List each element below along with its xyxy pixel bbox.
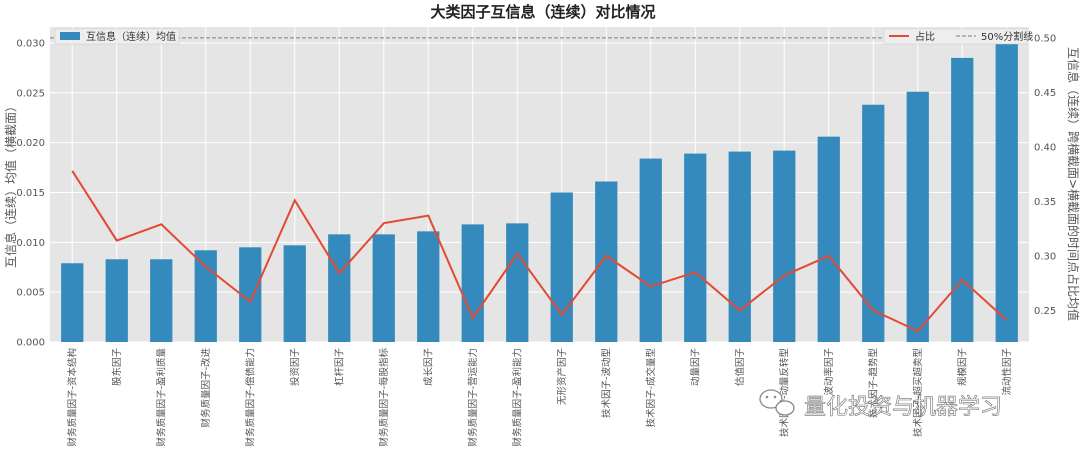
x-tick-label: 估值因子	[734, 348, 746, 387]
bar	[372, 234, 395, 342]
bar	[906, 91, 929, 342]
legend-left: 互信息（连续）均值	[54, 28, 180, 45]
x-tick-label: 杠杆因子	[333, 348, 345, 387]
legend-line-label: 占比	[915, 30, 935, 43]
right-tick-label: 0.50	[1034, 33, 1056, 44]
bar	[105, 259, 128, 342]
bar	[550, 192, 573, 342]
ratio-line	[71, 170, 1008, 333]
left-tick-label: 0.030	[16, 38, 45, 49]
left-tick-label: 0.010	[16, 238, 45, 249]
right-tick-label: 0.35	[1034, 197, 1056, 208]
legend-bar-label: 互信息（连续）均值	[86, 30, 176, 43]
right-axis-label: 互信息（连续）跨横截面>横截面的时间点占比均值	[1066, 47, 1080, 321]
bar	[995, 42, 1018, 342]
x-tick-label: 投资因子	[289, 348, 301, 387]
right-tick-label: 0.45	[1034, 88, 1056, 99]
x-tick-label: 波动率因子	[823, 348, 835, 396]
left-tick-label: 0.025	[16, 88, 45, 99]
x-tick-label: 无形资产因子	[556, 348, 568, 406]
x-tick-label: 规模因子	[956, 348, 968, 387]
bar	[239, 247, 262, 342]
x-tick-label: 财务质量因子-偿债能力	[244, 348, 256, 446]
bar	[639, 158, 662, 342]
right-tick-label: 0.25	[1034, 306, 1056, 317]
x-tick-label: 技术因子-超买超卖型	[912, 348, 924, 437]
legend-split-label: 50%分割线	[981, 30, 1033, 43]
legend-left-box	[54, 28, 180, 45]
right-axis-ticks: 0.25 0.30 0.35 0.40 0.45 0.50	[1034, 33, 1056, 316]
x-tick-label: 流动性因子	[1001, 348, 1013, 396]
legend-bar-swatch	[60, 32, 80, 40]
bar	[194, 250, 217, 342]
bar	[773, 150, 796, 342]
x-tick-label: 财务质量因子-资本结构	[66, 348, 78, 446]
x-tick-label: 成长因子	[422, 348, 434, 387]
chart-title: 大类因子互信息（连续）对比情况	[430, 3, 655, 21]
bar	[506, 223, 529, 342]
x-tick-label: 财务质量因子-盈利质量	[155, 348, 167, 447]
legend-right: 占比 50%分割线	[883, 28, 1033, 45]
left-tick-label: 0.020	[16, 138, 45, 149]
right-tick-label: 0.40	[1034, 142, 1056, 153]
left-axis-label: 互信息（连续）均值（横截面）	[3, 100, 18, 268]
bar	[684, 153, 707, 342]
left-axis-ticks: 0.000 0.005 0.010 0.015 0.020 0.025 0.030	[16, 38, 45, 348]
x-tick-label: 动量因子	[690, 348, 701, 387]
ratio-line-series	[71, 170, 1008, 333]
bar	[461, 224, 484, 342]
bar	[61, 263, 84, 342]
bar	[862, 104, 885, 342]
bar	[817, 136, 840, 342]
x-tick-label: 股东因子	[111, 348, 123, 387]
x-tick-label: 财务质量因子-改进	[200, 348, 212, 428]
bar	[728, 151, 751, 342]
bar	[328, 234, 351, 342]
wechat-icon	[759, 389, 795, 416]
x-tick-label: 财务质量因子-营运能力	[467, 348, 479, 446]
left-tick-label: 0.005	[16, 288, 45, 299]
x-tick-label: 技术因子-趋势型	[867, 348, 879, 418]
bar	[595, 181, 618, 342]
right-tick-label: 0.30	[1034, 251, 1056, 262]
left-tick-label: 0.000	[16, 338, 45, 349]
x-tick-label: 财务质量因子-盈利能力	[511, 348, 523, 446]
x-tick-label: 技术因子-波动型	[600, 348, 612, 418]
bar	[150, 259, 173, 342]
bar	[417, 231, 440, 342]
watermark: 量化投资与机器学习	[759, 389, 1002, 420]
left-tick-label: 0.015	[16, 188, 45, 199]
x-tick-label: 技术因子-动量反转型	[778, 348, 790, 437]
bar	[951, 57, 974, 343]
bar	[283, 245, 306, 342]
x-tick-label: 技术因子-成交量型	[645, 348, 657, 428]
legend-right-box	[883, 28, 1028, 45]
x-axis-ticks: 财务质量因子-资本结构 股东因子 财务质量因子-盈利质量 财务质量因子-改进 财务质量因…	[66, 348, 1013, 447]
watermark-text: 量化投资与机器学习	[804, 395, 1002, 420]
x-tick-label: 财务质量因子-每股指标	[378, 348, 390, 447]
bar-series	[61, 42, 1018, 343]
